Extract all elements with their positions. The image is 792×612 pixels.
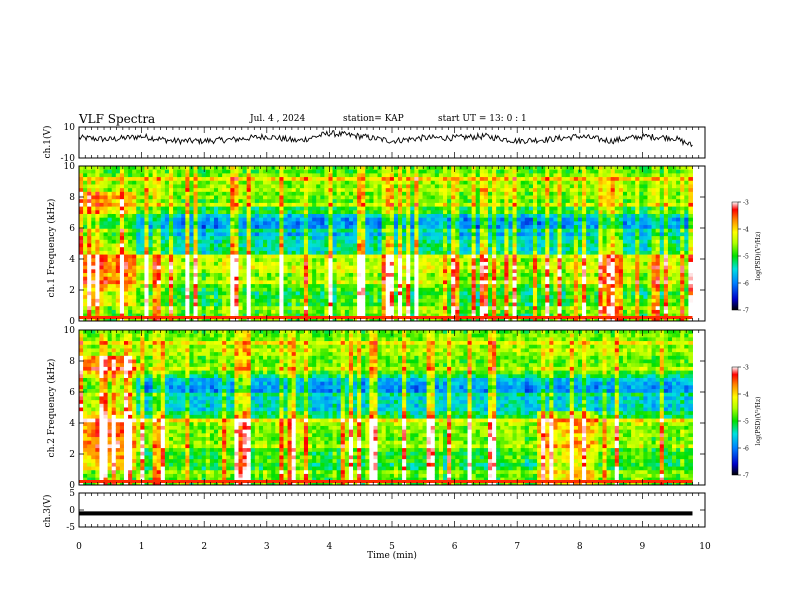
time-tick-label: 9 bbox=[640, 542, 646, 552]
ch1-waveform-line bbox=[78, 130, 693, 148]
time-axis-ticks bbox=[78, 127, 706, 527]
time-tick-label: 5 bbox=[389, 542, 395, 552]
ch2-spectrogram-ytick-label: 4 bbox=[69, 419, 75, 429]
ch2-spectrogram-ytick-label: 6 bbox=[69, 388, 75, 398]
date-label: Jul. 4 , 2024 bbox=[250, 114, 306, 124]
colorbar-tick-label: -5 bbox=[743, 419, 749, 426]
time-tick-label: 3 bbox=[264, 542, 270, 552]
colorbar-tick-label: -4 bbox=[743, 392, 749, 399]
time-tick-label: 8 bbox=[577, 542, 583, 552]
ch2-spectrogram-ytick-label: 0 bbox=[69, 481, 75, 491]
colorbar-tick-label: -4 bbox=[743, 227, 749, 234]
ch1-waveform-ytick-label: -10 bbox=[61, 154, 76, 164]
time-axis-tick-labels: 0 1 2 3 4 5 6 7 8 9 10 bbox=[76, 542, 711, 552]
ch3-waveform-ytick-label: -5 bbox=[66, 523, 75, 533]
ch2-spectrogram-image bbox=[79, 330, 693, 486]
colorbar-tick-label: -6 bbox=[743, 281, 749, 288]
ch1-waveform-ylabel: ch.1(V) bbox=[42, 126, 53, 159]
ch2-spectrogram-ylabel: ch.2 Frequency (kHz) bbox=[46, 359, 57, 458]
ch1-spectrogram-ytick-label: 6 bbox=[69, 224, 75, 234]
ch3-waveform-band bbox=[79, 511, 693, 516]
ch1-colorbar-label: log(PSD)(V²/Hz) bbox=[755, 232, 762, 281]
time-tick-label: 0 bbox=[76, 542, 82, 552]
ch2-colorbar-label: log(PSD)(V²/Hz) bbox=[755, 397, 762, 446]
low-frequency-band bbox=[79, 480, 693, 483]
ch1-spectrogram-ytick-label: 8 bbox=[69, 193, 75, 203]
ch1-spectrogram-ylabel: ch.1 Frequency (kHz) bbox=[46, 199, 57, 298]
ch1-colorbar bbox=[731, 201, 739, 311]
ch2-spectrogram-ytick-label: 8 bbox=[69, 357, 75, 367]
ch2-spectrogram-ytick-label: 2 bbox=[69, 450, 75, 460]
ch1-waveform-ytick-label: 10 bbox=[64, 123, 76, 133]
ch3-waveform-ytick-label: 5 bbox=[69, 489, 75, 499]
ch1-spectrogram-ytick-label: 10 bbox=[64, 162, 76, 172]
low-frequency-band bbox=[79, 316, 693, 319]
time-tick-label: 10 bbox=[699, 542, 711, 552]
ch1-spectrogram-image bbox=[79, 166, 693, 322]
colorbar-tick-label: -7 bbox=[743, 308, 749, 315]
ch1-spectrogram-ytick-label: 0 bbox=[69, 317, 75, 327]
ch1-spectrogram-ytick-label: 2 bbox=[69, 286, 75, 296]
chart-title: VLF Spectra bbox=[79, 112, 156, 126]
ch3-waveform-ytick-label: 0 bbox=[69, 506, 75, 516]
colorbar-tick-label: -6 bbox=[743, 446, 749, 453]
colorbar-tick-label: -3 bbox=[743, 200, 749, 207]
ch3-waveform-ylabel: ch.3(V) bbox=[42, 495, 53, 528]
ch2-colorbar bbox=[731, 366, 739, 476]
time-tick-label: 4 bbox=[327, 542, 333, 552]
station-label: station= KAP bbox=[343, 114, 404, 124]
colorbar-tick-label: -7 bbox=[743, 473, 749, 480]
time-tick-label: 7 bbox=[514, 542, 520, 552]
time-tick-label: 2 bbox=[201, 542, 207, 552]
ch2-spectrogram-ytick-label: 10 bbox=[64, 326, 76, 336]
colorbar-tick-label: -3 bbox=[743, 365, 749, 372]
ch1-spectrogram-ytick-label: 4 bbox=[69, 255, 75, 265]
start-ut-label: start UT = 13: 0 : 1 bbox=[438, 114, 527, 124]
colorbar-tick-label: -5 bbox=[743, 254, 749, 261]
time-tick-label: 1 bbox=[139, 542, 145, 552]
time-tick-label: 6 bbox=[452, 542, 458, 552]
time-axis-label: Time (min) bbox=[367, 550, 417, 561]
